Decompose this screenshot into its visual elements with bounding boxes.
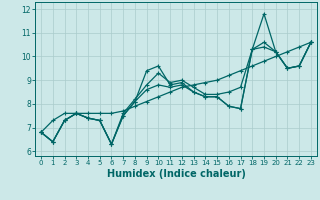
X-axis label: Humidex (Indice chaleur): Humidex (Indice chaleur) [107, 169, 245, 179]
